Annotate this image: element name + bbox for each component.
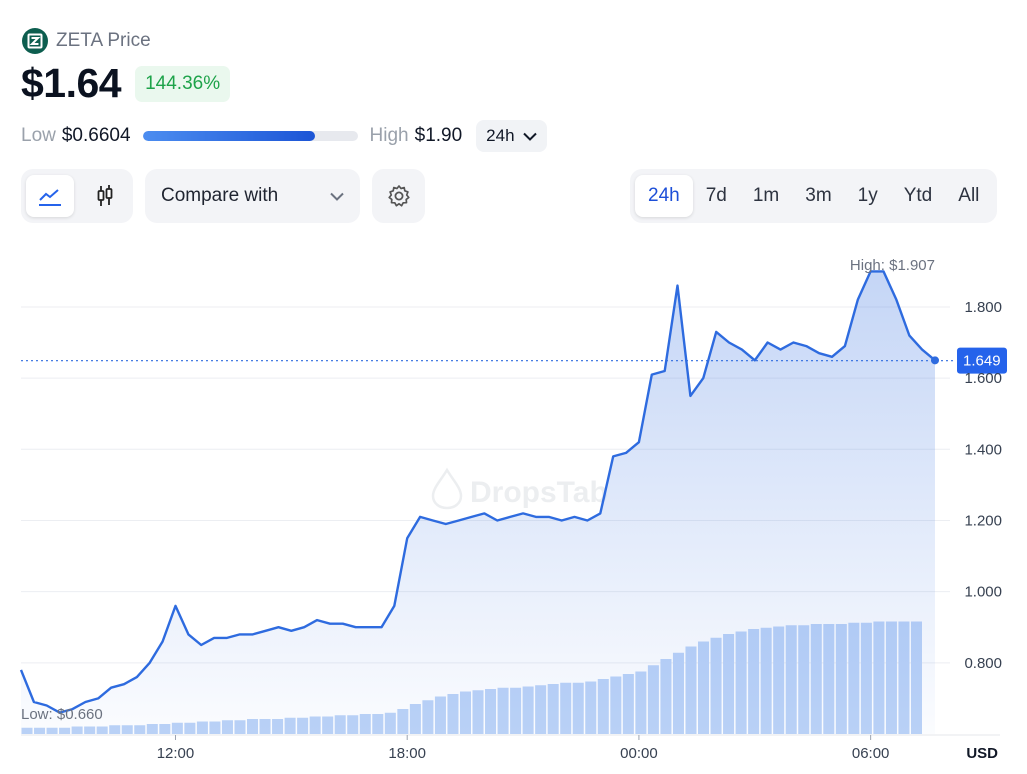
- range-tab-7d[interactable]: 7d: [705, 185, 727, 206]
- price-area: [21, 271, 935, 734]
- low-annotation: Low: $0.660: [21, 706, 103, 723]
- compare-label: Compare with: [161, 185, 279, 206]
- time-range-tabs: 24h 7d 1m 3m 1y Ytd All: [630, 169, 998, 223]
- chart-settings-button[interactable]: [372, 169, 425, 223]
- x-tick-label: 00:00: [620, 745, 658, 762]
- coin-header: ZETA Price: [22, 28, 151, 54]
- range-period-value: 24h: [486, 126, 515, 145]
- low-label: Low: [21, 125, 56, 146]
- range-tab-1m[interactable]: 1m: [752, 185, 780, 206]
- chevron-down-icon: [522, 132, 537, 141]
- candlestick-icon: [97, 185, 113, 206]
- compare-select[interactable]: Compare with: [145, 169, 360, 223]
- x-tick-label: 12:00: [157, 745, 195, 762]
- price-line: [19, 270, 936, 714]
- high-value: $1.90: [414, 125, 463, 146]
- y-tick-label: 1.600: [964, 370, 1002, 387]
- y-tick-label: 1.400: [964, 441, 1002, 458]
- chevron-down-icon: [330, 192, 344, 201]
- high-label: High: [369, 125, 409, 146]
- currency-label: USD: [966, 745, 998, 762]
- line-chart-icon: [39, 189, 61, 206]
- y-tick-label: 1.800: [964, 299, 1002, 316]
- high-annotation: High: $1.907: [850, 257, 935, 274]
- candlestick-button[interactable]: [81, 175, 129, 217]
- range-tab-3m[interactable]: 3m: [805, 185, 832, 206]
- range-tab-1y[interactable]: 1y: [857, 185, 878, 206]
- range-bar: [142, 131, 358, 141]
- line-chart-button[interactable]: [26, 175, 74, 217]
- zeta-mark-icon: [27, 33, 43, 49]
- price-row: $1.64 144.36%: [21, 60, 231, 107]
- price-change-badge: 144.36%: [135, 65, 231, 102]
- current-price-tag: 1.649: [957, 347, 1007, 374]
- watermark-text: DropsTab: [470, 476, 608, 509]
- coin-name: ZETA Price: [56, 30, 151, 51]
- range-bar-fill: [142, 131, 315, 141]
- x-tick-label: 06:00: [852, 745, 890, 762]
- gear-icon: [387, 185, 410, 207]
- range-tab-ytd[interactable]: Ytd: [903, 185, 933, 206]
- current-price-label: 1.649: [963, 353, 1001, 370]
- range-tab-all[interactable]: All: [958, 185, 980, 206]
- current-price: $1.64: [21, 60, 122, 106]
- range-period-select[interactable]: 24h: [476, 120, 547, 152]
- low-value: $0.6604: [61, 125, 131, 146]
- current-price-dot: [931, 356, 939, 365]
- watermark: DropsTab: [431, 467, 608, 510]
- zeta-logo-icon: [22, 28, 48, 54]
- chart-type-toggle: [21, 169, 133, 223]
- y-tick-label: 0.800: [964, 655, 1002, 672]
- range-row: Low $0.6604 High $1.90 24h: [21, 120, 547, 152]
- y-tick-label: 1.000: [964, 584, 1002, 601]
- x-tick-label: 18:00: [388, 745, 426, 762]
- y-tick-label: 1.200: [964, 512, 1002, 529]
- range-tab-24h[interactable]: 24h: [635, 175, 693, 217]
